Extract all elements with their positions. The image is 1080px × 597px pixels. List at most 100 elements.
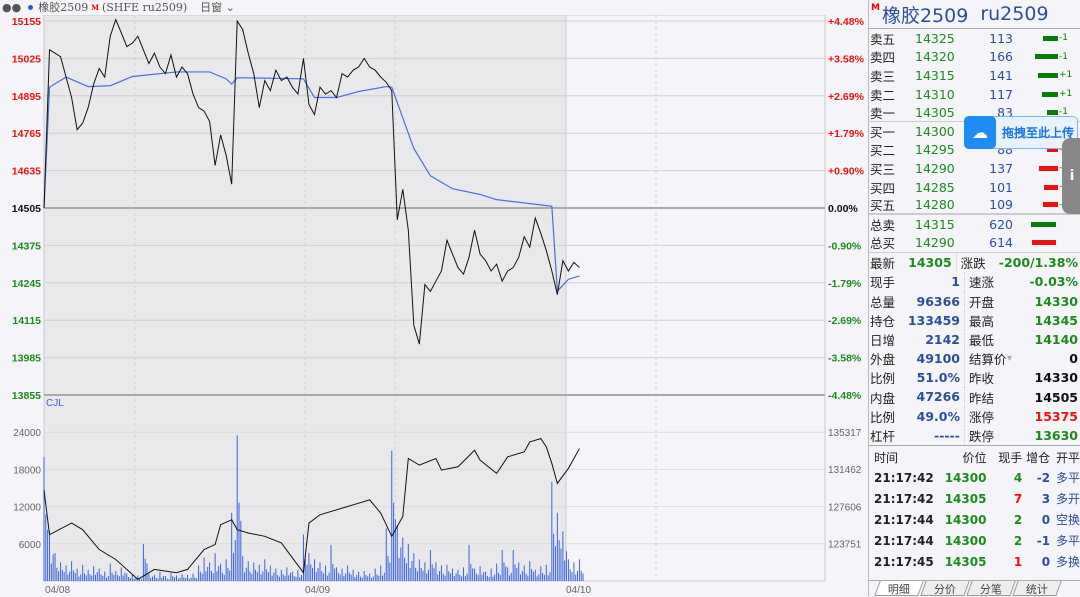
quote-value: 133459 xyxy=(901,310,965,330)
total-row: 总卖 14315 620 xyxy=(869,215,1080,234)
quote-row: 比例 51.0% 昨收 14330 xyxy=(869,368,1080,388)
quote-row: 最新 14305 涨跌 -200/1.38% xyxy=(869,253,1080,273)
price-axis-label: 14115 xyxy=(12,315,41,327)
level-price: 14315 xyxy=(915,216,955,232)
depth-bar xyxy=(1043,202,1058,208)
date-label: 04/09 xyxy=(305,585,330,596)
open-interest-line xyxy=(43,438,580,580)
main-contract-mark: M xyxy=(91,3,99,12)
tick-oi-change: -1 xyxy=(1036,533,1051,548)
panel-contract-code: ru2509 xyxy=(980,3,1049,25)
tick-row: 21:17:42 14300 4 -2 多平 xyxy=(869,467,1080,488)
quote-label: 持仓 xyxy=(870,313,896,329)
main-contract-mark: M xyxy=(871,3,880,13)
quote-value: 14305 xyxy=(898,253,957,273)
tick-list: 时间 价位 现手 增仓 开平 21:17:42 14300 4 -2 多平 21:17:42 143… xyxy=(869,445,1080,572)
tick-column-header: 价位 xyxy=(962,451,987,465)
quote-label: 最新 xyxy=(870,256,896,272)
quote-value: 1 xyxy=(901,272,965,292)
level-price: 14310 xyxy=(915,86,955,102)
quote-value: 15375 xyxy=(1034,408,1079,424)
tick-type: 多平 xyxy=(1055,471,1080,485)
price-axis-label: 15155 xyxy=(12,16,41,28)
tick-type: 多开 xyxy=(1055,492,1080,506)
level-change: -1 xyxy=(1059,33,1068,44)
level-price: 14290 xyxy=(915,160,955,176)
tab-0[interactable]: 明细 xyxy=(874,581,924,596)
level-change: -1 xyxy=(1059,51,1068,62)
level-volume: 101 xyxy=(989,179,1013,195)
quote-label: 外盘 xyxy=(870,352,896,368)
tab-3[interactable]: 统计 xyxy=(1012,581,1062,596)
price-axis-label: 13855 xyxy=(12,390,41,402)
tick-time: 21:17:44 xyxy=(874,533,934,548)
quote-label: 涨跌 xyxy=(960,256,986,272)
tick-price: 14305 xyxy=(944,491,987,506)
quote-row: 比例 49.0% 涨停 15375 xyxy=(869,406,1080,426)
upload-drop-button[interactable]: ☁ 拖拽至此上传 xyxy=(964,116,1078,149)
quote-value: 14505 xyxy=(1034,389,1079,405)
tick-price: 14300 xyxy=(944,512,987,527)
level-price: 14325 xyxy=(915,30,955,46)
level-price: 14295 xyxy=(915,142,955,158)
level-volume: 83 xyxy=(997,104,1013,120)
pct-axis-label: +4.48% xyxy=(828,16,865,28)
depth-bar xyxy=(1043,35,1058,41)
quote-value: 14330 xyxy=(1034,370,1079,386)
tick-time: 21:17:42 xyxy=(874,470,934,485)
chevron-down-icon[interactable]: ▾ xyxy=(1007,353,1013,365)
tick-price: 14305 xyxy=(944,554,987,569)
price-axis-label: 14375 xyxy=(12,240,41,252)
quote-label: 日增 xyxy=(870,332,896,348)
tick-qty: 1 xyxy=(1013,554,1023,569)
level-volume: 113 xyxy=(989,30,1013,46)
intraday-chart[interactable]: 15155 +4.48% 15025 +3.58% 14895 +2.69% 14765 +1… xyxy=(0,15,868,596)
level-label: 卖四 xyxy=(870,50,896,66)
quote-label: 最高 xyxy=(969,313,995,329)
level-volume: 137 xyxy=(989,160,1013,176)
tab-2[interactable]: 分笔 xyxy=(966,581,1016,596)
side-info-tab[interactable]: i xyxy=(1062,138,1080,214)
level-label: 卖五 xyxy=(870,31,896,47)
depth-bar xyxy=(1039,165,1058,171)
quote-row: 外盘 49100 结算价 ▾ 0 xyxy=(869,349,1080,369)
quote-value: 14330 xyxy=(1034,293,1079,309)
period-selector[interactable]: 日窗 ⌄ xyxy=(200,0,235,15)
price-axis-label: 13985 xyxy=(12,353,41,365)
level-volume: 141 xyxy=(989,67,1013,83)
quote-value: 96366 xyxy=(901,291,965,311)
level-label: 买四 xyxy=(870,180,896,196)
tab-label: 明细 xyxy=(887,583,910,596)
pct-axis-label: -2.69% xyxy=(828,315,862,327)
quote-value: 2142 xyxy=(901,329,965,350)
date-label: 04/10 xyxy=(566,585,591,596)
quote-stats: 最新 14305 涨跌 -200/1.38% 现手 1 速涨 -0.03% 总量 96366 开盘 1… xyxy=(869,252,1080,445)
quote-label: 跌停 xyxy=(969,428,995,444)
quote-label: 比例 xyxy=(870,371,896,387)
pct-axis-label: -1.79% xyxy=(828,278,862,290)
quote-row: 现手 1 速涨 -0.03% xyxy=(869,272,1080,292)
level-label: 总买 xyxy=(870,236,896,252)
oi-axis-label: 123751 xyxy=(828,540,862,551)
order-book: 卖五 14325 113 -1 卖四 14320 166 -1 卖三 14315 141 +1 卖二 14… xyxy=(869,29,1080,252)
tick-qty: 4 xyxy=(1013,470,1023,485)
quote-row: 总量 96366 开盘 14330 xyxy=(869,291,1080,311)
link-icon[interactable]: ●● xyxy=(2,1,22,14)
pct-axis-label: -3.58% xyxy=(828,353,862,365)
quote-value: -200/1.38% xyxy=(998,255,1078,271)
level-label: 总卖 xyxy=(870,217,896,233)
total-row: 总买 14290 614 xyxy=(869,234,1080,253)
price-line xyxy=(43,18,580,345)
price-axis-label: 15025 xyxy=(12,53,41,65)
tab-label: 统计 xyxy=(1025,583,1048,596)
chevron-down-icon: ⌄ xyxy=(225,1,235,14)
oi-axis-label: 127606 xyxy=(828,503,862,514)
contract-code: (SHFE ru2509) xyxy=(101,1,188,14)
chart-title-bar: ●● 橡胶2509 M (SHFE ru2509) 日窗 ⌄ xyxy=(0,0,868,15)
tab-1[interactable]: 分价 xyxy=(920,581,970,596)
pct-axis-label: +1.79% xyxy=(828,128,865,140)
upload-label: 拖拽至此上传 xyxy=(1002,126,1075,140)
tick-header: 时间 价位 现手 增仓 开平 xyxy=(869,448,1080,467)
pct-axis-label: +0.90% xyxy=(828,166,865,178)
